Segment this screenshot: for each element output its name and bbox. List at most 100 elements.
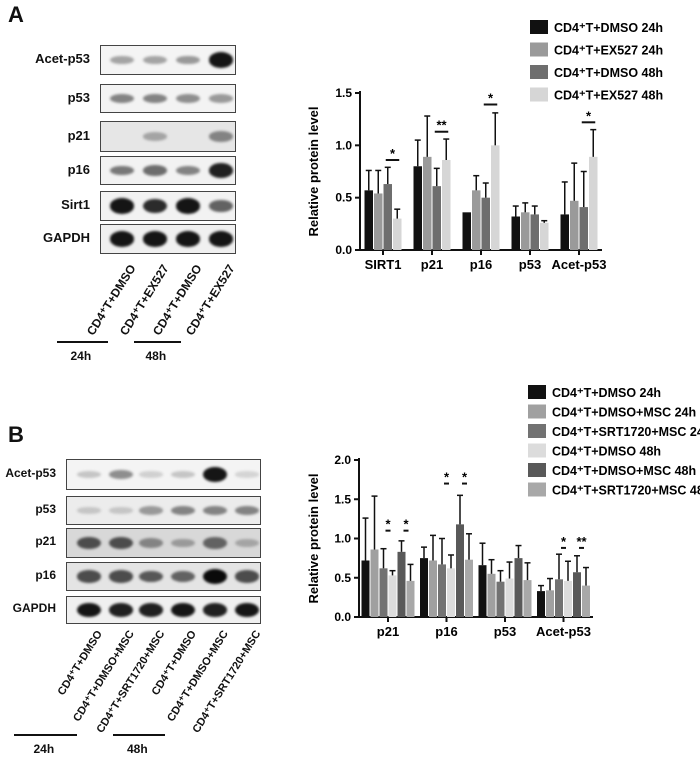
legend-swatch <box>528 463 546 477</box>
bar <box>560 214 569 250</box>
legend-swatch <box>530 42 548 57</box>
protein-band <box>143 231 167 247</box>
time-group-label: 24h <box>33 742 55 756</box>
time-group-label: 48h <box>127 742 148 756</box>
bar <box>481 197 490 250</box>
protein-band <box>110 231 134 247</box>
protein-band <box>139 570 163 583</box>
protein-band <box>171 505 195 516</box>
blot-strip <box>100 121 236 152</box>
blot-strip <box>66 596 261 624</box>
y-tick-label: 0.5 <box>334 571 351 585</box>
bar <box>361 560 370 617</box>
protein-band <box>109 507 133 514</box>
significance-marker: * <box>462 470 468 485</box>
significance-marker: ** <box>436 118 447 133</box>
protein-band <box>235 471 259 478</box>
protein-band <box>110 55 134 65</box>
blot-strip <box>100 84 236 113</box>
protein-band <box>176 198 200 214</box>
protein-band <box>77 536 101 550</box>
legend-label: CD4⁺T+SRT1720+MSC 48h <box>552 484 700 498</box>
protein-band <box>109 570 133 583</box>
bar <box>573 572 581 617</box>
blot-row-label: GAPDH <box>43 230 90 245</box>
blot-strip <box>66 459 261 490</box>
bar <box>379 568 388 617</box>
significance-marker: * <box>561 534 567 549</box>
legend-swatch <box>530 87 548 102</box>
y-tick-label: 1.5 <box>334 492 351 506</box>
bar <box>447 568 455 617</box>
protein-band <box>176 94 200 103</box>
protein-band <box>209 200 233 212</box>
significance-marker: * <box>390 146 396 161</box>
bar <box>432 186 441 250</box>
bar <box>393 218 402 250</box>
time-group-line <box>134 341 181 343</box>
bar <box>397 551 406 617</box>
bar <box>579 207 588 250</box>
protein-band <box>143 198 167 214</box>
blot-row-label: GAPDH <box>12 601 56 615</box>
protein-band <box>209 163 233 178</box>
protein-band <box>109 603 133 617</box>
x-tick-label: p53 <box>494 624 516 639</box>
bar <box>496 581 505 617</box>
significance-marker: * <box>403 517 409 532</box>
legend-label: CD4⁺T+EX527 48h <box>554 89 663 103</box>
blot-row-label: Acet-p53 <box>35 51 90 66</box>
bar <box>555 579 563 617</box>
blot-strip <box>66 562 261 591</box>
bar <box>438 564 446 617</box>
bar <box>442 159 451 250</box>
bar <box>521 212 530 250</box>
protein-band <box>209 131 233 142</box>
protein-band <box>77 471 101 478</box>
protein-band <box>139 506 163 515</box>
protein-band <box>203 466 227 483</box>
legend-label: CD4⁺T+DMSO 48h <box>552 445 661 459</box>
blot-row-label: Sirt1 <box>61 197 90 212</box>
legend-swatch <box>528 385 546 399</box>
protein-band <box>110 93 134 104</box>
protein-band <box>203 537 227 549</box>
protein-band <box>109 536 133 550</box>
bar <box>564 580 572 617</box>
bar <box>370 549 379 617</box>
y-tick-label: 2.0 <box>334 453 351 467</box>
protein-band <box>77 570 101 583</box>
bar <box>537 591 545 617</box>
panel-b-label: B <box>8 422 24 447</box>
x-tick-label: p16 <box>435 624 457 639</box>
bar <box>465 559 473 617</box>
bar <box>540 222 549 250</box>
protein-band <box>176 55 200 65</box>
bar <box>491 145 500 250</box>
protein-band <box>77 507 101 514</box>
bar <box>462 212 471 250</box>
legend-swatch <box>528 424 546 438</box>
blot-row-label: p21 <box>35 534 56 548</box>
bar <box>429 560 437 617</box>
bar <box>456 524 464 617</box>
time-group-label: 48h <box>145 349 167 363</box>
legend-label: CD4⁺T+DMSO 48h <box>554 66 663 80</box>
time-group-line <box>14 734 77 736</box>
y-axis-label: Relative protein level <box>306 106 321 236</box>
legend-swatch <box>530 65 548 79</box>
bar <box>505 578 514 617</box>
legend-label: CD4⁺T+EX527 24h <box>554 44 663 58</box>
legend-swatch <box>528 404 546 419</box>
legend-swatch <box>528 443 546 458</box>
protein-band <box>203 505 227 516</box>
y-tick-label: 0.5 <box>335 191 352 205</box>
y-axis-label: Relative protein level <box>306 473 321 603</box>
blot-row-label: p21 <box>67 127 90 143</box>
protein-band <box>139 603 163 617</box>
blot-strip <box>100 224 236 254</box>
legend-swatch <box>528 482 546 497</box>
protein-band <box>143 165 167 176</box>
bar <box>374 193 383 250</box>
x-tick-label: p21 <box>421 257 443 272</box>
